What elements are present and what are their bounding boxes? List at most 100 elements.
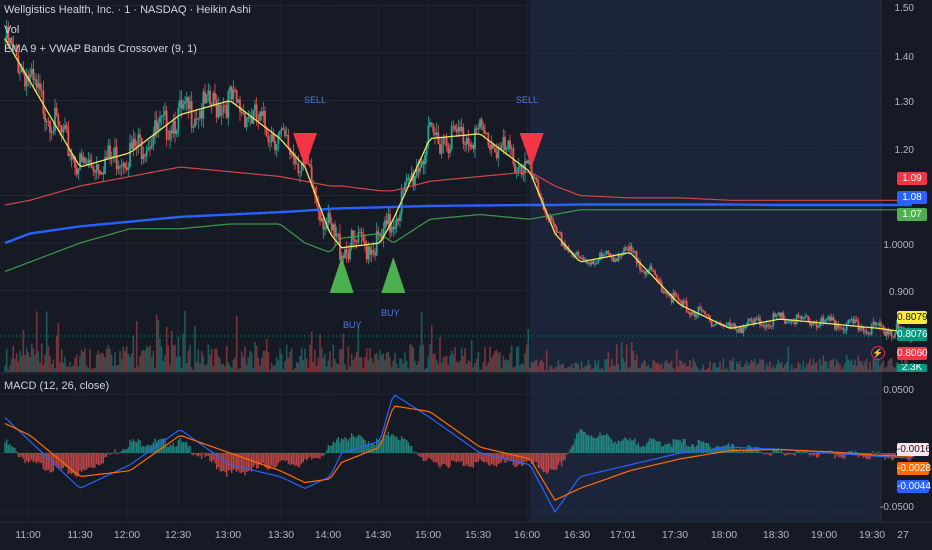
macd-histogram-bar [289,453,291,465]
macd-histogram-bar [359,435,361,453]
volume-bar [449,355,451,372]
volume-bar [190,367,193,372]
macd-histogram-bar [177,440,180,453]
volume-bar [637,368,640,372]
candle-body [44,113,46,122]
macd-histogram-bar [710,449,713,453]
candle-body [860,327,863,329]
macd-histogram-bar [367,441,370,453]
volume-bar [385,352,388,372]
candle-body [19,72,21,74]
volume-bar [847,359,850,372]
volume-bar [89,348,91,372]
volume-bar [379,350,381,372]
macd-histogram-bar [742,449,745,453]
macd-histogram-bar [72,453,75,474]
candle-body [865,330,868,334]
macd-histogram-bar [567,453,570,454]
indicator-legend[interactable]: EMA 9 + VWAP Bands Crossover (9, 1) [4,43,197,55]
macd-histogram-bar [20,453,23,457]
macd-histogram-bar [769,453,771,456]
macd-histogram-bar [85,453,88,470]
candle-body [360,232,363,236]
candle-body [295,163,298,165]
volume-bar [85,365,88,372]
macd-histogram-bar [284,453,286,462]
candle-body [415,168,418,176]
macd-histogram-bar [262,453,265,463]
volume-bar [137,366,140,372]
macd-histogram-bar [415,452,418,454]
candle-body [574,254,576,257]
candle-body [254,104,256,111]
macd-histogram-bar [397,439,400,453]
volume-bar [324,353,326,372]
lightning-icon[interactable]: ⚡ [871,346,885,360]
macd-histogram-bar [402,438,405,453]
volume-bar [662,368,665,372]
volume-bar [402,363,405,372]
candle-body [132,138,135,149]
volume-bar [362,368,365,372]
candle-body [250,116,253,124]
candle-body [665,291,668,295]
macd-histogram-bar [522,453,525,466]
candle-body [155,120,158,131]
macd-histogram-bar [495,453,498,467]
candle-body [299,171,301,174]
macd-histogram-bar [585,434,588,453]
macd-histogram-bar [94,453,96,468]
macd-histogram-bar [310,453,313,460]
candle-body [810,322,813,326]
time-tick: 15:30 [464,529,492,541]
candle-body [369,246,371,255]
volume-bar [5,348,8,372]
macd-histogram-bar [672,438,675,453]
macd-histogram-bar [117,452,120,454]
candle-body [565,246,568,250]
volume-bar [782,367,785,372]
candle-body [827,316,830,320]
candle-body [530,164,533,176]
macd-histogram-bar [724,445,726,453]
volume-bar [244,346,246,372]
macd-histogram-bar [607,435,610,453]
candle-body [114,147,116,157]
volume-bar [265,338,268,372]
volume-bar [810,365,813,372]
candle-body [407,178,410,180]
macd-histogram-bar [795,449,798,453]
volume-bar [685,366,688,372]
volume-bar [612,365,615,372]
macd-histogram-bar [544,453,546,472]
candle-body [239,99,241,112]
candle-body [687,311,690,314]
candle-body [802,317,805,320]
candle-body [150,145,153,149]
candle-body [434,132,436,135]
volume-bar [397,368,400,372]
volume-bar [822,355,825,372]
ema-line [4,38,912,334]
macd-histogram-bar [727,442,730,453]
macd-histogram-bar [669,443,671,453]
volume-bar [259,365,261,372]
buy-marker [381,257,406,293]
volume-bar [497,352,500,372]
candle-body [619,255,621,257]
volume-bar [665,359,668,372]
candle-body [445,138,448,146]
symbol-title[interactable]: Wellgistics Health, Inc. · 1 · NASDAQ · … [4,4,251,16]
macd-histogram-bar [212,453,215,461]
macd-histogram-bar [550,453,553,470]
volume-legend[interactable]: Vol [4,24,20,36]
macd-histogram-bar [424,453,426,461]
macd-legend[interactable]: MACD (12, 26, close) [4,380,110,392]
macd-histogram-bar [280,453,283,461]
macd-histogram-bar [290,453,293,465]
macd-histogram-bar [45,453,48,471]
volume-bar [194,325,196,372]
candle-body [839,327,841,329]
macd-histogram-bar [234,453,236,470]
